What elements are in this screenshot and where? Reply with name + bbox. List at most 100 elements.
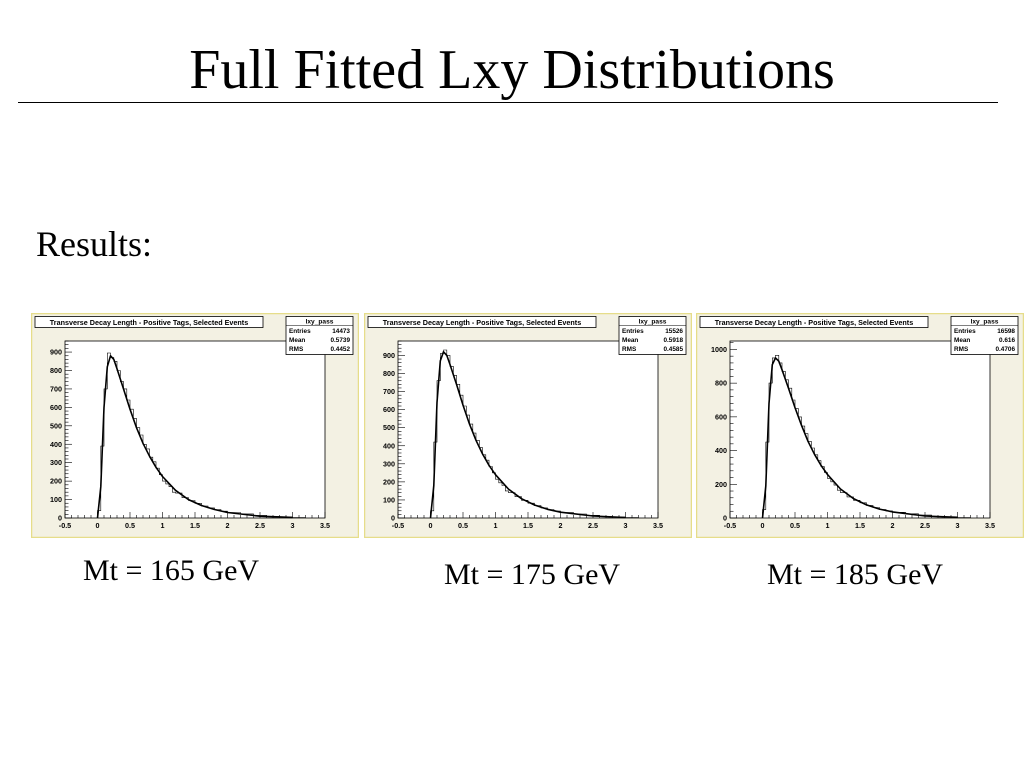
x-tick-label: 0.5 bbox=[458, 521, 468, 530]
y-tick-label: 200 bbox=[715, 480, 727, 489]
y-tick-label: 700 bbox=[50, 384, 62, 393]
chart-title: Transverse Decay Length - Positive Tags,… bbox=[715, 318, 913, 327]
x-tick-label: 3 bbox=[624, 521, 628, 530]
stats-box bbox=[285, 316, 354, 355]
y-tick-label: 300 bbox=[50, 458, 62, 467]
fit-curve-series bbox=[429, 350, 626, 519]
fit-curve-series bbox=[761, 357, 958, 519]
x-tick-label: 1 bbox=[494, 521, 498, 530]
y-tick-label: 900 bbox=[383, 351, 395, 360]
chart-panel-165: Transverse Decay Length - Positive Tags,… bbox=[31, 313, 359, 538]
title-divider bbox=[18, 102, 998, 103]
stats-label: Entries bbox=[289, 328, 311, 335]
y-tick-label: 500 bbox=[383, 423, 395, 432]
stats-box bbox=[950, 316, 1019, 355]
x-tick-label: -0.5 bbox=[59, 521, 71, 530]
x-tick-label: 0 bbox=[96, 521, 100, 530]
x-tick-label: 1.5 bbox=[523, 521, 533, 530]
y-tick-label: 800 bbox=[50, 366, 62, 375]
stats-value: 0.4452 bbox=[330, 346, 350, 353]
y-tick-label: 200 bbox=[50, 477, 62, 486]
chart-title-box bbox=[367, 316, 597, 328]
lxy-chart-185: Transverse Decay Length - Positive Tags,… bbox=[696, 313, 1024, 538]
x-tick-label: 2 bbox=[559, 521, 563, 530]
x-tick-label: -0.5 bbox=[724, 521, 736, 530]
x-tick-label: 0 bbox=[761, 521, 765, 530]
stats-label: Entries bbox=[622, 328, 644, 335]
y-tick-label: 800 bbox=[715, 379, 727, 388]
caption-mt-165: Mt = 165 GeV bbox=[83, 554, 260, 587]
stats-value: 16598 bbox=[997, 328, 1015, 335]
results-label: Results: bbox=[36, 224, 153, 264]
y-tick-label: 0 bbox=[723, 514, 727, 523]
x-tick-label: 3.5 bbox=[320, 521, 330, 530]
y-tick-label: 400 bbox=[715, 446, 727, 455]
stats-label: RMS bbox=[622, 346, 637, 353]
x-tick-label: 0.5 bbox=[790, 521, 800, 530]
y-tick-label: 400 bbox=[383, 441, 395, 450]
stats-value: 14473 bbox=[332, 328, 350, 335]
caption-mt-185: Mt = 185 GeV bbox=[767, 558, 944, 591]
y-tick-label: 600 bbox=[715, 412, 727, 421]
stats-name: lxy_pass bbox=[639, 319, 667, 326]
y-tick-label: 700 bbox=[383, 387, 395, 396]
x-tick-label: -0.5 bbox=[392, 521, 404, 530]
stats-value: 15526 bbox=[665, 328, 683, 335]
y-tick-label: 500 bbox=[50, 421, 62, 430]
x-tick-label: 2.5 bbox=[920, 521, 930, 530]
x-tick-label: 1 bbox=[161, 521, 165, 530]
slide-title: Full Fitted Lxy Distributions bbox=[189, 39, 835, 101]
x-tick-label: 0.5 bbox=[125, 521, 135, 530]
stats-label: RMS bbox=[954, 346, 969, 353]
stats-value: 0.616 bbox=[999, 337, 1015, 344]
stats-value: 0.5739 bbox=[330, 337, 350, 344]
x-tick-label: 1 bbox=[826, 521, 830, 530]
stats-name: lxy_pass bbox=[971, 319, 999, 326]
chart-title-box bbox=[34, 316, 264, 328]
x-tick-label: 0 bbox=[429, 521, 433, 530]
stats-label: Mean bbox=[622, 337, 638, 344]
y-tick-label: 300 bbox=[383, 459, 395, 468]
stats-box bbox=[618, 316, 687, 355]
chart-title: Transverse Decay Length - Positive Tags,… bbox=[50, 318, 248, 327]
y-tick-label: 800 bbox=[383, 369, 395, 378]
x-tick-label: 3.5 bbox=[985, 521, 995, 530]
stats-name: lxy_pass bbox=[306, 319, 334, 326]
caption-mt-175: Mt = 175 GeV bbox=[444, 558, 621, 591]
y-tick-label: 0 bbox=[58, 514, 62, 523]
y-tick-label: 100 bbox=[50, 495, 62, 504]
x-tick-label: 1.5 bbox=[855, 521, 865, 530]
fit-curve-series bbox=[96, 354, 293, 519]
chart-panel-175: Transverse Decay Length - Positive Tags,… bbox=[364, 313, 692, 538]
y-tick-label: 600 bbox=[383, 405, 395, 414]
y-tick-label: 400 bbox=[50, 440, 62, 449]
x-tick-label: 2 bbox=[891, 521, 895, 530]
stats-value: 0.5918 bbox=[663, 337, 683, 344]
y-tick-label: 1000 bbox=[711, 345, 727, 354]
plot-area bbox=[729, 340, 991, 519]
plot-area bbox=[64, 340, 326, 519]
stats-value: 0.4585 bbox=[663, 346, 683, 353]
stats-label: Mean bbox=[289, 337, 305, 344]
lxy-chart-175: Transverse Decay Length - Positive Tags,… bbox=[364, 313, 692, 538]
y-tick-label: 0 bbox=[391, 514, 395, 523]
y-tick-label: 200 bbox=[383, 477, 395, 486]
y-tick-label: 900 bbox=[50, 348, 62, 357]
x-tick-label: 1.5 bbox=[190, 521, 200, 530]
stats-label: Mean bbox=[954, 337, 970, 344]
x-tick-label: 2.5 bbox=[588, 521, 598, 530]
chart-title: Transverse Decay Length - Positive Tags,… bbox=[383, 318, 581, 327]
stats-label: Entries bbox=[954, 328, 976, 335]
x-tick-label: 3.5 bbox=[653, 521, 663, 530]
chart-title-box bbox=[699, 316, 929, 328]
x-tick-label: 3 bbox=[956, 521, 960, 530]
plot-area bbox=[397, 340, 659, 519]
x-tick-label: 2.5 bbox=[255, 521, 265, 530]
lxy-chart-165: Transverse Decay Length - Positive Tags,… bbox=[31, 313, 359, 538]
y-tick-label: 600 bbox=[50, 403, 62, 412]
x-tick-label: 2 bbox=[226, 521, 230, 530]
stats-value: 0.4706 bbox=[995, 346, 1015, 353]
stats-label: RMS bbox=[289, 346, 304, 353]
y-tick-label: 100 bbox=[383, 495, 395, 504]
x-tick-label: 3 bbox=[291, 521, 295, 530]
